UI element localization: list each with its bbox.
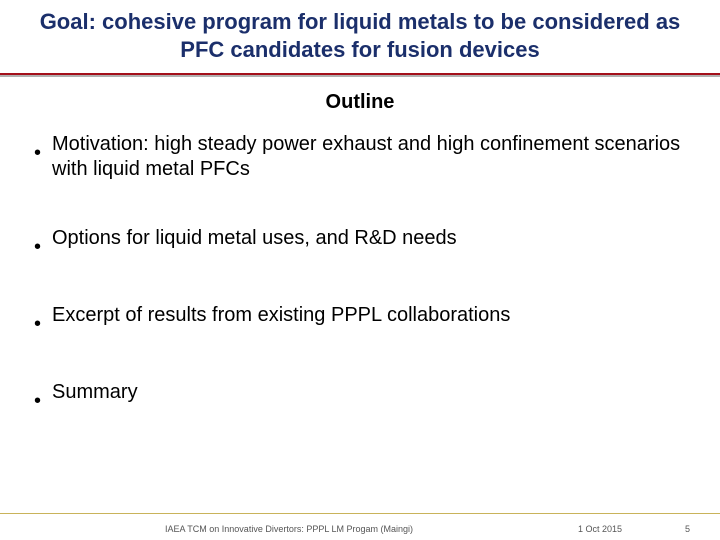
footer-date: 1 Oct 2015 [578,524,622,534]
list-item: Excerpt of results from existing PPPL co… [34,303,686,336]
bullet-list: Motivation: high steady power exhaust an… [0,114,720,457]
footer-rule [0,513,720,514]
bullet-text: Summary [52,380,686,405]
footer-center-text: IAEA TCM on Innovative Divertors: PPPL L… [0,524,578,534]
bullet-text: Excerpt of results from existing PPPL co… [52,303,686,328]
bullet-dot-icon [34,313,40,336]
outline-heading: Outline [0,91,720,114]
bullet-dot-icon [34,142,40,165]
title-underline [0,73,720,77]
bullet-dot-icon [34,236,40,259]
title-block: Goal: cohesive program for liquid metals… [0,0,720,71]
bullet-dot-icon [34,390,40,413]
footer: IAEA TCM on Innovative Divertors: PPPL L… [0,524,720,534]
list-item: Options for liquid metal uses, and R&D n… [34,226,686,259]
bullet-text: Motivation: high steady power exhaust an… [52,132,686,182]
bullet-text: Options for liquid metal uses, and R&D n… [52,226,686,251]
slide-title: Goal: cohesive program for liquid metals… [28,8,692,63]
slide: Goal: cohesive program for liquid metals… [0,0,720,540]
list-item: Summary [34,380,686,413]
footer-page-number: 5 [674,524,690,534]
list-item: Motivation: high steady power exhaust an… [34,132,686,182]
